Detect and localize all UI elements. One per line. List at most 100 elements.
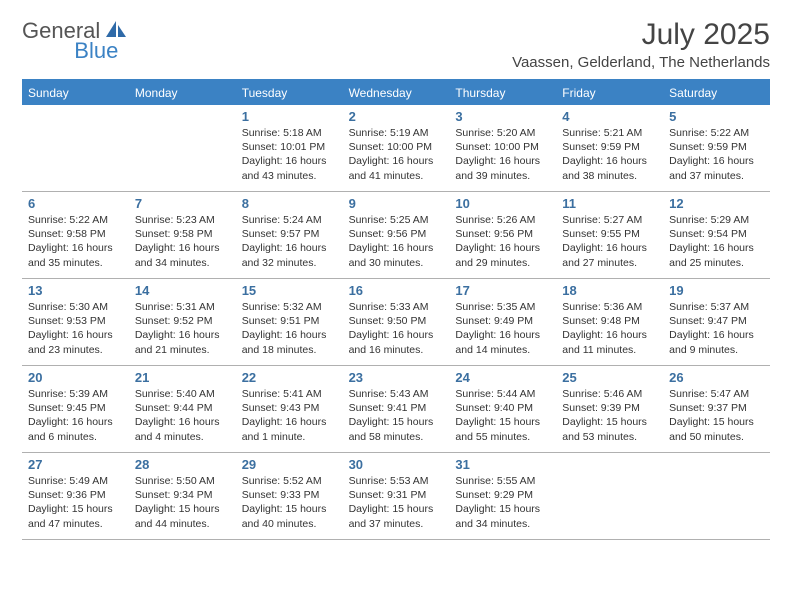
cell-detail-line: and 32 minutes. <box>242 256 337 270</box>
cell-detail-line: Sunrise: 5:25 AM <box>349 213 444 227</box>
calendar-cell: 3Sunrise: 5:20 AMSunset: 10:00 PMDayligh… <box>449 105 556 191</box>
day-number: 20 <box>28 370 123 385</box>
cell-detail-line: Sunrise: 5:49 AM <box>28 474 123 488</box>
day-number: 13 <box>28 283 123 298</box>
cell-detail-line: Sunrise: 5:52 AM <box>242 474 337 488</box>
cell-detail-line: and 37 minutes. <box>669 169 764 183</box>
calendar: SundayMondayTuesdayWednesdayThursdayFrid… <box>22 79 770 540</box>
cell-detail-line: Sunset: 10:01 PM <box>242 140 337 154</box>
month-title: July 2025 <box>512 18 770 52</box>
cell-detail-line: and 47 minutes. <box>28 517 123 531</box>
calendar-cell: 25Sunrise: 5:46 AMSunset: 9:39 PMDayligh… <box>556 366 663 452</box>
day-number: 22 <box>242 370 337 385</box>
cell-detail-line: Sunrise: 5:27 AM <box>562 213 657 227</box>
cell-detail-line: Daylight: 16 hours <box>28 328 123 342</box>
cell-detail-line: Sunrise: 5:32 AM <box>242 300 337 314</box>
cell-detail-line: Daylight: 16 hours <box>669 154 764 168</box>
day-number: 7 <box>135 196 230 211</box>
cell-detail-line: Sunrise: 5:44 AM <box>455 387 550 401</box>
calendar-cell: 15Sunrise: 5:32 AMSunset: 9:51 PMDayligh… <box>236 279 343 365</box>
day-number: 9 <box>349 196 444 211</box>
cell-detail-line: Sunset: 9:53 PM <box>28 314 123 328</box>
cell-detail-line: and 53 minutes. <box>562 430 657 444</box>
day-header-cell: Monday <box>129 81 236 105</box>
cell-detail-line: Daylight: 15 hours <box>349 415 444 429</box>
cell-detail-line: Sunset: 9:44 PM <box>135 401 230 415</box>
cell-detail-line: Sunset: 9:41 PM <box>349 401 444 415</box>
cell-detail-line: Sunset: 9:31 PM <box>349 488 444 502</box>
cell-detail-line: Daylight: 16 hours <box>135 241 230 255</box>
cell-detail-line: and 16 minutes. <box>349 343 444 357</box>
cell-detail-line: Daylight: 16 hours <box>669 328 764 342</box>
cell-detail-line: and 50 minutes. <box>669 430 764 444</box>
day-number: 24 <box>455 370 550 385</box>
calendar-cell: 23Sunrise: 5:43 AMSunset: 9:41 PMDayligh… <box>343 366 450 452</box>
cell-detail-line: and 30 minutes. <box>349 256 444 270</box>
cell-detail-line: Sunrise: 5:30 AM <box>28 300 123 314</box>
cell-detail-line: and 41 minutes. <box>349 169 444 183</box>
calendar-cell: 28Sunrise: 5:50 AMSunset: 9:34 PMDayligh… <box>129 453 236 539</box>
cell-detail-line: Sunrise: 5:53 AM <box>349 474 444 488</box>
day-number: 12 <box>669 196 764 211</box>
day-number: 30 <box>349 457 444 472</box>
day-number: 17 <box>455 283 550 298</box>
cell-detail-line: and 14 minutes. <box>455 343 550 357</box>
cell-detail-line: and 23 minutes. <box>28 343 123 357</box>
cell-detail-line: Sunset: 9:43 PM <box>242 401 337 415</box>
cell-detail-line: and 29 minutes. <box>455 256 550 270</box>
day-header-cell: Wednesday <box>343 81 450 105</box>
cell-detail-line: Sunset: 9:57 PM <box>242 227 337 241</box>
day-number: 4 <box>562 109 657 124</box>
cell-detail-line: Daylight: 16 hours <box>349 154 444 168</box>
cell-detail-line: and 40 minutes. <box>242 517 337 531</box>
cell-detail-line: Sunrise: 5:55 AM <box>455 474 550 488</box>
cell-detail-line: Sunrise: 5:20 AM <box>455 126 550 140</box>
cell-detail-line: Sunset: 9:56 PM <box>349 227 444 241</box>
cell-detail-line: and 34 minutes. <box>455 517 550 531</box>
cell-detail-line: Daylight: 16 hours <box>455 241 550 255</box>
day-number: 14 <box>135 283 230 298</box>
cell-detail-line: Sunrise: 5:29 AM <box>669 213 764 227</box>
cell-detail-line: Daylight: 15 hours <box>562 415 657 429</box>
cell-detail-line: Daylight: 15 hours <box>28 502 123 516</box>
calendar-cell <box>556 453 663 539</box>
cell-detail-line: Daylight: 16 hours <box>242 328 337 342</box>
calendar-cell: 29Sunrise: 5:52 AMSunset: 9:33 PMDayligh… <box>236 453 343 539</box>
cell-detail-line: Sunset: 9:45 PM <box>28 401 123 415</box>
day-number: 23 <box>349 370 444 385</box>
cell-detail-line: and 6 minutes. <box>28 430 123 444</box>
cell-detail-line: Sunset: 9:47 PM <box>669 314 764 328</box>
cell-detail-line: Sunset: 9:51 PM <box>242 314 337 328</box>
cell-detail-line: Sunset: 9:29 PM <box>455 488 550 502</box>
week-row: 20Sunrise: 5:39 AMSunset: 9:45 PMDayligh… <box>22 366 770 453</box>
cell-detail-line: Daylight: 16 hours <box>349 328 444 342</box>
cell-detail-line: Sunset: 9:36 PM <box>28 488 123 502</box>
calendar-cell: 24Sunrise: 5:44 AMSunset: 9:40 PMDayligh… <box>449 366 556 452</box>
calendar-cell: 2Sunrise: 5:19 AMSunset: 10:00 PMDayligh… <box>343 105 450 191</box>
cell-detail-line: and 4 minutes. <box>135 430 230 444</box>
cell-detail-line: Daylight: 16 hours <box>242 154 337 168</box>
calendar-cell: 19Sunrise: 5:37 AMSunset: 9:47 PMDayligh… <box>663 279 770 365</box>
cell-detail-line: Sunrise: 5:21 AM <box>562 126 657 140</box>
week-row: 13Sunrise: 5:30 AMSunset: 9:53 PMDayligh… <box>22 279 770 366</box>
cell-detail-line: Sunrise: 5:40 AM <box>135 387 230 401</box>
cell-detail-line: and 21 minutes. <box>135 343 230 357</box>
calendar-cell: 22Sunrise: 5:41 AMSunset: 9:43 PMDayligh… <box>236 366 343 452</box>
day-number: 1 <box>242 109 337 124</box>
day-number: 18 <box>562 283 657 298</box>
cell-detail-line: Sunset: 9:33 PM <box>242 488 337 502</box>
day-number: 26 <box>669 370 764 385</box>
day-header-cell: Thursday <box>449 81 556 105</box>
cell-detail-line: Sunrise: 5:35 AM <box>455 300 550 314</box>
calendar-cell: 10Sunrise: 5:26 AMSunset: 9:56 PMDayligh… <box>449 192 556 278</box>
day-number: 21 <box>135 370 230 385</box>
cell-detail-line: Daylight: 15 hours <box>349 502 444 516</box>
week-row: 1Sunrise: 5:18 AMSunset: 10:01 PMDayligh… <box>22 105 770 192</box>
calendar-cell: 9 Sunrise: 5:25 AMSunset: 9:56 PMDaylight… <box>343 192 450 278</box>
cell-detail-line: Daylight: 16 hours <box>349 241 444 255</box>
calendar-cell: 1Sunrise: 5:18 AMSunset: 10:01 PMDayligh… <box>236 105 343 191</box>
cell-detail-line: Sunrise: 5:19 AM <box>349 126 444 140</box>
cell-detail-line: and 18 minutes. <box>242 343 337 357</box>
calendar-cell <box>129 105 236 191</box>
cell-detail-line: Sunset: 9:48 PM <box>562 314 657 328</box>
